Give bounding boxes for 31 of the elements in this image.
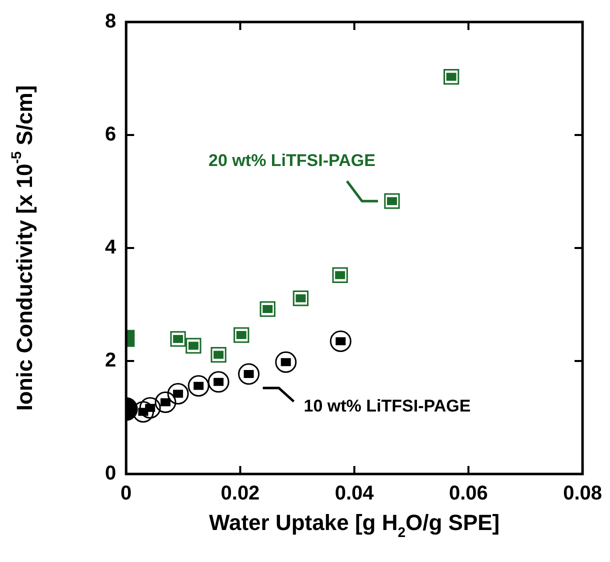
- x-tick-label: 0.02: [220, 482, 260, 505]
- y-tick-label: 8: [105, 10, 116, 33]
- x-tick-label: 0.06: [448, 482, 488, 505]
- x-tick-label: 0.08: [563, 482, 602, 505]
- legend-label: 10 wt% LiTFSI-PAGE: [304, 396, 471, 416]
- point: [210, 346, 226, 363]
- point: [275, 351, 297, 373]
- point: [443, 68, 460, 85]
- point: [234, 327, 250, 343]
- y-tick-label: 6: [105, 124, 116, 146]
- y-tick-label: 0: [105, 462, 116, 485]
- point: [132, 401, 154, 423]
- point: [238, 363, 260, 385]
- point: [332, 267, 348, 283]
- point: [139, 397, 161, 419]
- series-label: 20 wt% LiTFSI-PAGE: [208, 150, 376, 170]
- y-tick-label: 4: [105, 236, 117, 259]
- x-tick-label: 0: [120, 482, 132, 505]
- y-axis-title: Ionic Conductivity [x 10-5 S/cm]: [8, 85, 38, 411]
- point: [186, 338, 202, 354]
- point: [167, 383, 189, 405]
- point: [292, 290, 309, 306]
- y-tick-label: 2: [105, 350, 116, 372]
- x-tick-label: 0.04: [334, 482, 375, 505]
- point: [154, 391, 176, 413]
- point: [170, 331, 186, 347]
- point: [208, 371, 230, 393]
- point: [384, 193, 400, 209]
- point: [330, 330, 352, 352]
- point: [260, 301, 276, 317]
- point: [188, 375, 210, 397]
